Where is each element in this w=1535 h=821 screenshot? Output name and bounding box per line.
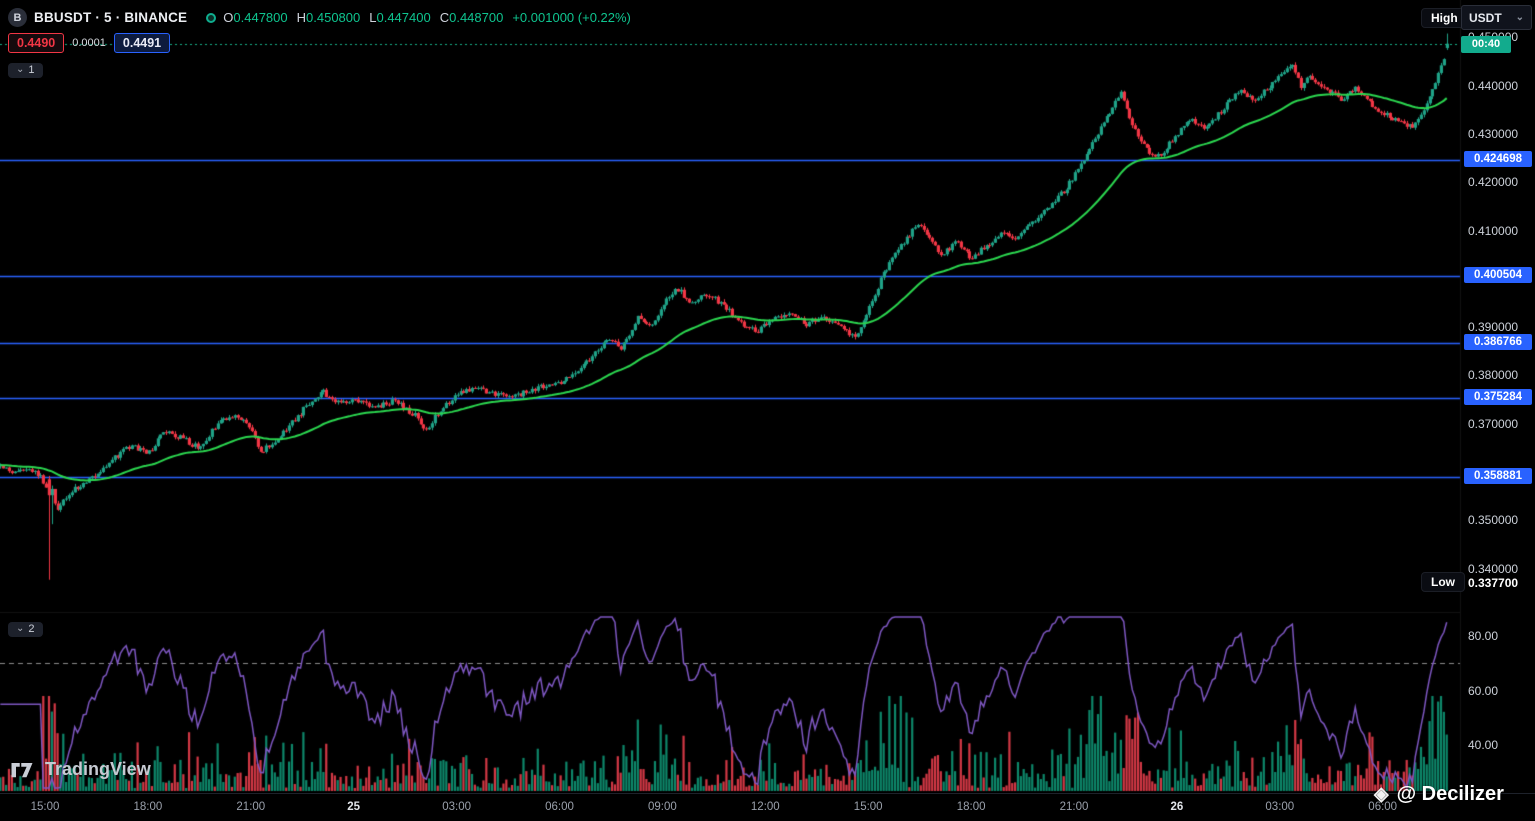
price-tick-label: 0.410000 bbox=[1468, 223, 1519, 238]
price-scale[interactable]: 0.4500000.4400000.4300000.4200000.410000… bbox=[1460, 0, 1535, 793]
rsi-tick-label: 80.00 bbox=[1468, 629, 1499, 643]
time-axis-label: 26 bbox=[1170, 801, 1184, 813]
time-axis-label: 06:00 bbox=[1368, 801, 1398, 813]
price-tick-label: 0.390000 bbox=[1468, 320, 1519, 335]
chevron-down-icon: ⌄ bbox=[16, 64, 25, 75]
rsi-tick-label: 40.00 bbox=[1468, 738, 1499, 752]
price-tick-label: 0.350000 bbox=[1468, 513, 1519, 528]
decilizer-logo-icon: ◈ bbox=[1374, 784, 1389, 805]
close-value: C0.448700 bbox=[439, 10, 504, 25]
price-tick-label: 0.420000 bbox=[1468, 175, 1519, 190]
low-price-value: 0.337700 bbox=[1468, 576, 1519, 590]
quote-row: 0.4490 0.0001 0.4491 bbox=[8, 33, 171, 53]
low-value-legend: L0.447400 bbox=[369, 10, 431, 25]
price-level-badge: 0.386766 bbox=[1464, 333, 1532, 350]
caret-down-icon: ⌄ bbox=[1515, 12, 1524, 23]
time-axis-label: 15:00 bbox=[853, 801, 883, 813]
open-value: O0.447800 bbox=[223, 10, 288, 25]
time-axis-label: 12:00 bbox=[750, 801, 780, 813]
low-badge: Low bbox=[1421, 572, 1465, 592]
time-axis-label: 21:00 bbox=[236, 801, 266, 813]
price-tick-label: 0.380000 bbox=[1468, 368, 1519, 383]
pane2-number: 2 bbox=[28, 623, 35, 635]
price-tick-label: 0.370000 bbox=[1468, 416, 1519, 431]
watermark: ◈ @ Decilizer bbox=[1374, 783, 1504, 806]
currency-selector[interactable]: USDT ⌄ bbox=[1461, 5, 1532, 30]
tradingview-label: TradingView bbox=[45, 758, 151, 779]
price-level-badge: 0.400504 bbox=[1464, 267, 1532, 284]
symbol-legend: B BBUSDT · 5 · BINANCE O0.447800 H0.4508… bbox=[8, 8, 631, 27]
symbol-title[interactable]: BBUSDT · 5 · BINANCE bbox=[34, 10, 188, 25]
spread-value: 0.0001 bbox=[72, 37, 106, 49]
time-axis-label: 18:00 bbox=[956, 801, 986, 813]
time-axis-label: 25 bbox=[347, 801, 361, 813]
high-value: H0.450800 bbox=[296, 10, 361, 25]
high-badge: High bbox=[1421, 8, 1468, 28]
pane1-collapse-button[interactable]: ⌄ 1 bbox=[8, 63, 43, 78]
sell-price-button[interactable]: 0.4490 bbox=[8, 33, 65, 53]
buy-price-button[interactable]: 0.4491 bbox=[113, 33, 171, 53]
price-level-badge: 0.375284 bbox=[1464, 389, 1532, 406]
currency-label: USDT bbox=[1469, 10, 1502, 25]
tradingview-attribution[interactable]: TradingView bbox=[10, 757, 151, 781]
price-level-badge: 0.424698 bbox=[1464, 150, 1532, 167]
time-axis-label: 03:00 bbox=[1265, 801, 1295, 813]
rsi-tick-label: 60.00 bbox=[1468, 683, 1499, 698]
time-scale[interactable]: 15:00 18:00 21:00 25 03:00 06:00 09:00 12:00 15:… bbox=[0, 793, 1535, 821]
price-tick-label: 0.340000 bbox=[1468, 561, 1519, 576]
change-value: +0.001000 (+0.22%) bbox=[512, 10, 631, 25]
time-axis-label: 18:00 bbox=[133, 801, 163, 813]
time-axis-label: 09:00 bbox=[648, 801, 677, 813]
time-axis-label: 06:00 bbox=[545, 801, 574, 813]
time-axis-label: 03:00 bbox=[442, 801, 471, 813]
chevron-down-icon: ⌄ bbox=[16, 623, 25, 634]
symbol-logo-icon: B bbox=[8, 8, 27, 27]
time-axis-label: 21:00 bbox=[1059, 801, 1089, 813]
bar-countdown-badge: 00:40 bbox=[1461, 36, 1511, 53]
price-level-badge: 0.358881 bbox=[1464, 468, 1532, 485]
price-tick-label: 0.430000 bbox=[1468, 126, 1519, 141]
market-status-icon[interactable] bbox=[206, 12, 217, 23]
ohlc-values: O0.447800 H0.450800 L0.447400 C0.448700 … bbox=[223, 10, 631, 25]
tradingview-logo-icon bbox=[11, 763, 33, 778]
pane1-number: 1 bbox=[28, 64, 35, 76]
pane2-collapse-button[interactable]: ⌄ 2 bbox=[8, 622, 43, 637]
price-tick-label: 0.440000 bbox=[1468, 78, 1519, 93]
time-axis-label: 15:00 bbox=[30, 801, 60, 813]
watermark-text: @ Decilizer bbox=[1396, 783, 1504, 805]
